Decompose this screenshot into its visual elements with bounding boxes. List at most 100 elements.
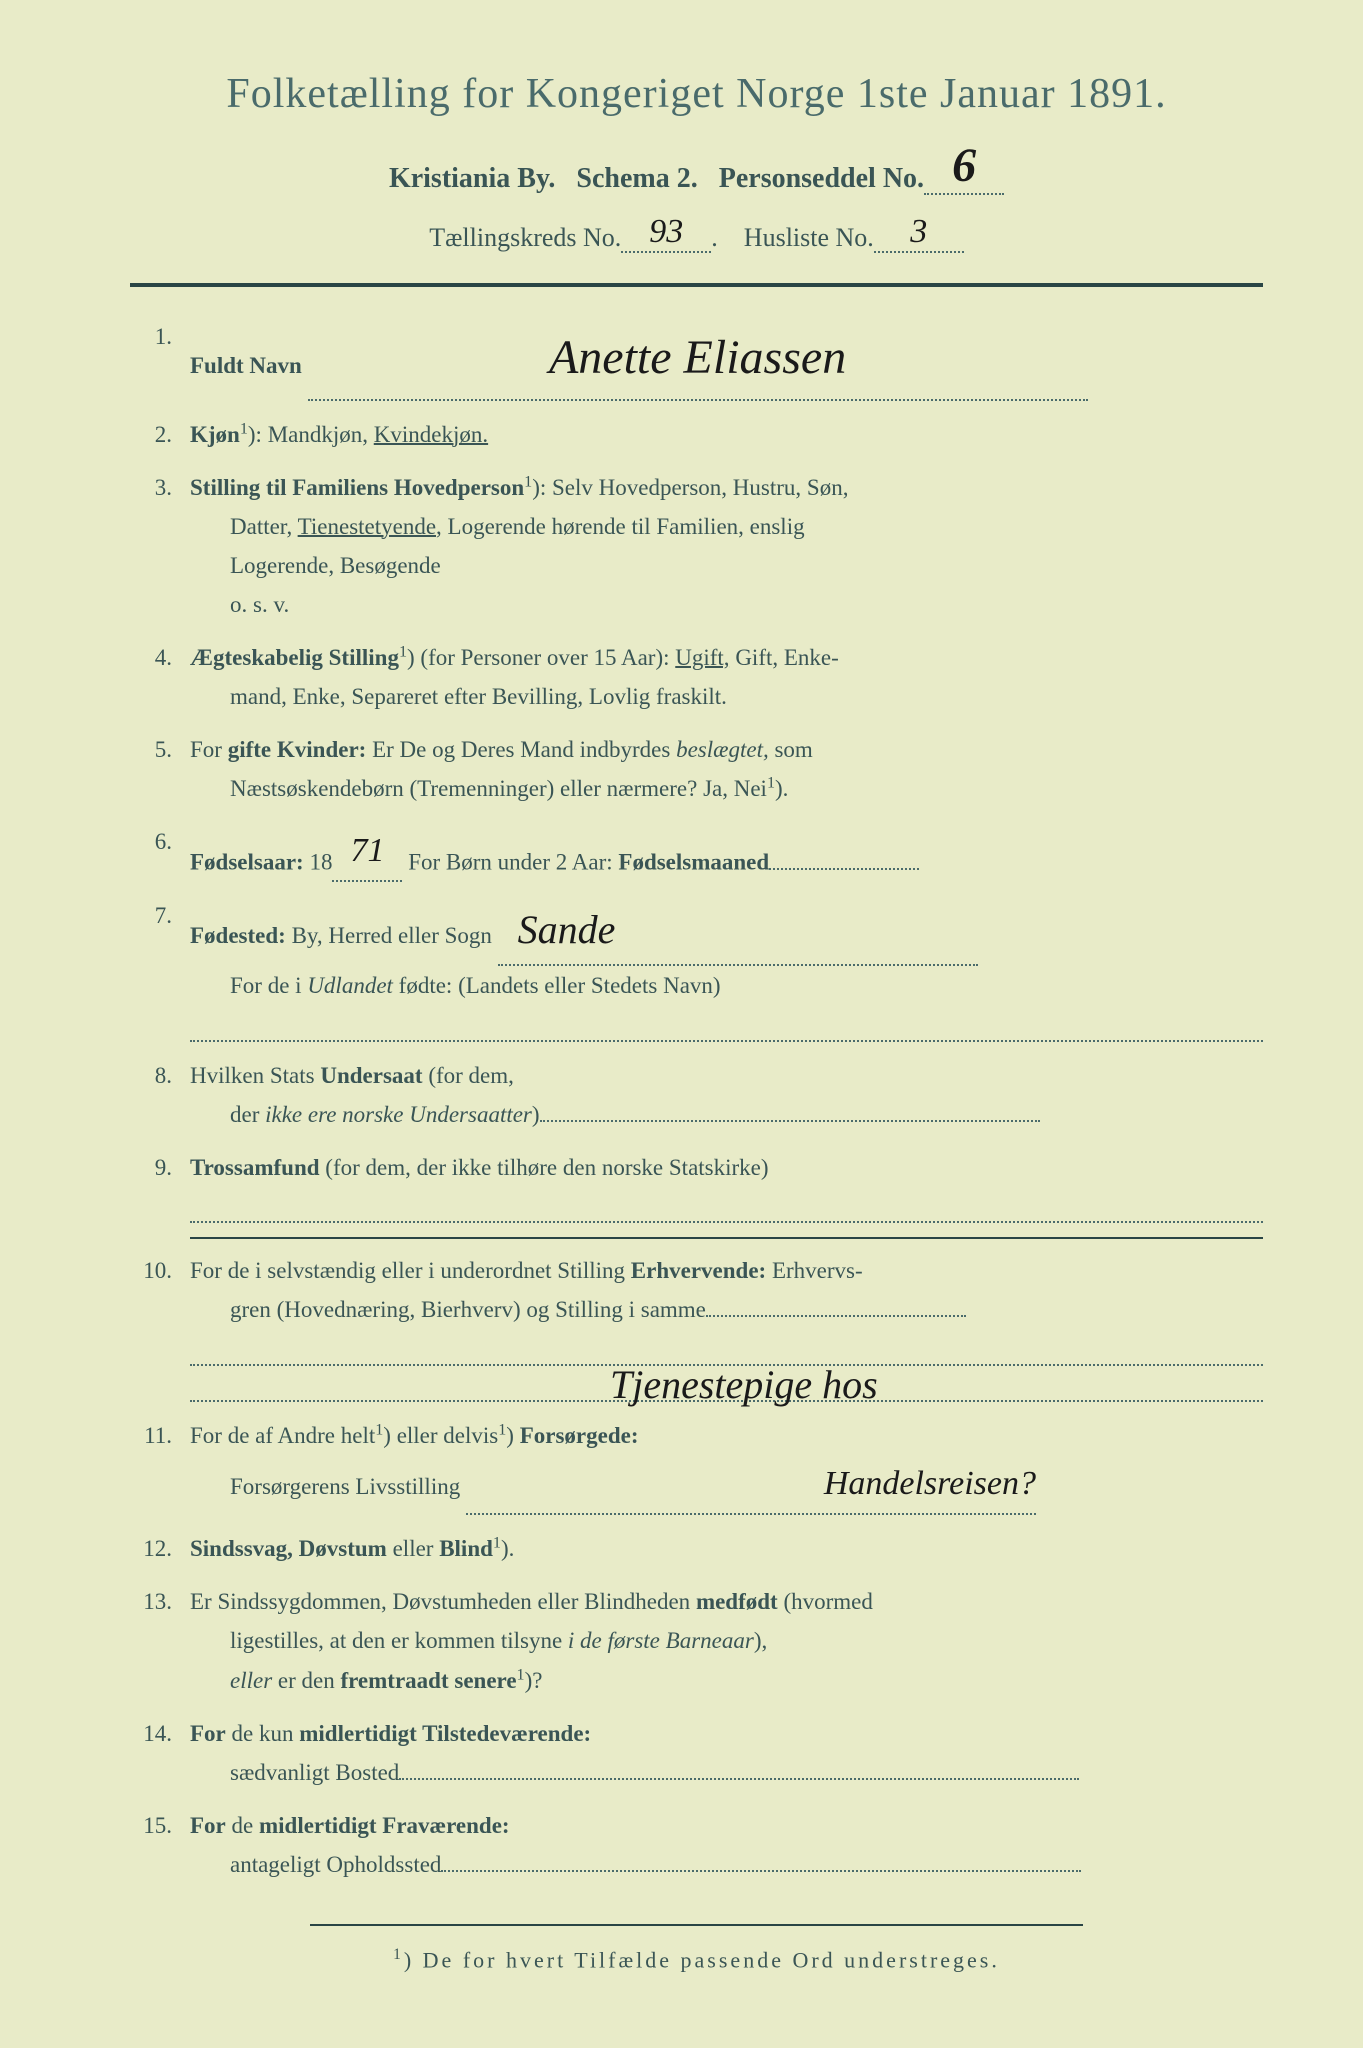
text: Erhvervs- [766, 1258, 862, 1283]
text: Næstsøskendebørn (Tremenninger) eller næ… [190, 776, 767, 801]
sup: 1 [493, 1535, 501, 1552]
text: ): Mandkjøn, [248, 422, 374, 447]
kreds-no: 93 [649, 213, 683, 251]
label-fodselsaar: Fødselsaar: [190, 850, 304, 875]
entry-15: 15. For de midlertidigt Fraværende: anta… [130, 1806, 1263, 1884]
sup: 1 [393, 1946, 404, 1963]
birthplace-value: Sande [518, 896, 616, 964]
name-value: Anette Eliassen [549, 317, 846, 399]
text: ). [501, 1536, 514, 1561]
label-fodselsmaaned: Fødselsmaaned [618, 850, 769, 875]
entry-num: 2. [130, 415, 190, 454]
text: gren (Hovednæring, Bierhverv) og Stillin… [190, 1297, 706, 1322]
label-kjon: Kjøn [190, 422, 240, 447]
entry-num: 12. [130, 1529, 190, 1568]
text: er den [272, 1668, 340, 1693]
entry-1: 1. Fuldt Navn Anette Eliassen [130, 317, 1263, 401]
entry-11: 11. For de af Andre helt1) eller delvis1… [130, 1416, 1263, 1515]
label-undersaat: Undersaat [320, 1063, 422, 1088]
label-erhvervende: Erhvervende: [631, 1258, 766, 1283]
kreds-label: Tællingskreds No. [429, 223, 621, 252]
label-fravaerende: midlertidigt Fraværende: [259, 1813, 510, 1838]
sup: 1 [767, 775, 775, 792]
text: som [769, 737, 813, 762]
italic: i de første Barneaar [568, 1628, 754, 1653]
schema-label: Schema 2. [576, 163, 697, 194]
personseddel-label: Personseddel No. [719, 163, 924, 194]
text: By, Herred eller Sogn [286, 923, 492, 948]
footnote: 1) De for hvert Tilfælde passende Ord un… [130, 1946, 1263, 1973]
label-tilstedevaerende: midlertidigt Tilstedeværende: [299, 1721, 591, 1746]
provider-value: Handelsreisen? [824, 1455, 1036, 1513]
text: fødte: (Landets eller Stedets Navn) [393, 973, 721, 998]
text: ) eller delvis [383, 1423, 498, 1448]
entry-14: 14. For de kun midlertidigt Tilstedevære… [130, 1714, 1263, 1792]
text: For Børn under 2 Aar: [402, 850, 618, 875]
italic: eller [190, 1668, 272, 1693]
sup: 1 [517, 1666, 525, 1683]
sup: 1 [240, 420, 248, 437]
text: Forsørgerens Livsstilling [190, 1474, 460, 1499]
sup: 1 [399, 643, 407, 660]
text: Logerende, Besøgende [190, 553, 441, 578]
entry-num: 14. [130, 1714, 190, 1792]
husliste-no: 3 [910, 213, 927, 251]
entry-num: 3. [130, 468, 190, 624]
entry-4: 4. Ægteskabelig Stilling1) (for Personer… [130, 638, 1263, 716]
text: antageligt Opholdssted [190, 1852, 441, 1877]
entry-num: 9. [130, 1148, 190, 1187]
text: der [190, 1102, 265, 1127]
text: sædvanligt Bosted [190, 1760, 399, 1785]
entry-3: 3. Stilling til Familiens Hovedperson1):… [130, 468, 1263, 624]
label-forsorgede: Forsørgede: [520, 1423, 639, 1448]
italic: Udlandet [307, 973, 393, 998]
text: eller [387, 1536, 439, 1561]
label-trossamfund: Trossamfund [190, 1155, 320, 1180]
census-form-page: Folketælling for Kongeriget Norge 1ste J… [0, 0, 1363, 2048]
header-subtitle: Kristiania By. Schema 2. Personseddel No… [130, 138, 1263, 195]
label-gifte-kvinder: gifte Kvinder: [228, 737, 367, 762]
section-rule [190, 1237, 1263, 1239]
city-label: Kristiania By. [389, 163, 555, 194]
label-fodested: Fødested: [190, 923, 286, 948]
entry-num: 15. [130, 1806, 190, 1884]
text: mand, Enke, Separeret efter Bevilling, L… [190, 684, 727, 709]
text: (hvormed [778, 1589, 873, 1614]
entry-2: 2. Kjøn1): Mandkjøn, Kvindekjøn. [130, 415, 1263, 454]
text: ) (for Personer over 15 Aar): [407, 645, 675, 670]
underlined-tjenestetyende: Tienestetyende, [298, 514, 442, 539]
year-value: 71 [350, 822, 384, 880]
underlined-ugift: Ugift, [675, 645, 729, 670]
entry-9: 9. Trossamfund (for dem, der ikke tilhør… [130, 1148, 1263, 1187]
footnote-rule [310, 1924, 1083, 1926]
text: ) [506, 1423, 519, 1448]
label-aegteskab: Ægteskabelig Stilling [190, 645, 399, 670]
entry-8: 8. Hvilken Stats Undersaat (for dem, der… [130, 1056, 1263, 1134]
text: Er De og Deres Mand indbyrdes [366, 737, 676, 762]
entry-num: 5. [130, 730, 190, 808]
entry-7: 7. Fødested: By, Herred eller Sogn Sande… [130, 896, 1263, 1005]
occupation-line: Tjenestepige hos [190, 1380, 1263, 1402]
year-prefix: 18 [304, 850, 333, 875]
text: (for dem, [423, 1063, 514, 1088]
text: Er Sindssygdommen, Døvstumheden eller Bl… [190, 1589, 696, 1614]
text: For [190, 737, 228, 762]
text: ). [775, 776, 788, 801]
entry-num: 1. [130, 317, 190, 401]
text: ) [532, 1102, 540, 1127]
label-for: For [190, 1813, 226, 1838]
text: Logerende hørende til Familien, enslig [442, 514, 805, 539]
italic: beslægtet, [676, 737, 769, 762]
entry-num: 11. [130, 1416, 190, 1515]
blank-line [190, 1019, 1263, 1041]
text: Datter, [190, 514, 298, 539]
section-rule [130, 283, 1263, 287]
entry-num: 10. [130, 1251, 190, 1329]
text: Hvilken Stats [190, 1063, 320, 1088]
entry-num: 4. [130, 638, 190, 716]
husliste-label: Husliste No. [744, 223, 874, 252]
text: For de i [190, 973, 307, 998]
text: ligestilles, at den er kommen tilsyne [190, 1628, 568, 1653]
entry-12: 12. Sindssvag, Døvstum eller Blind1). [130, 1529, 1263, 1568]
text: Gift, Enke- [730, 645, 839, 670]
